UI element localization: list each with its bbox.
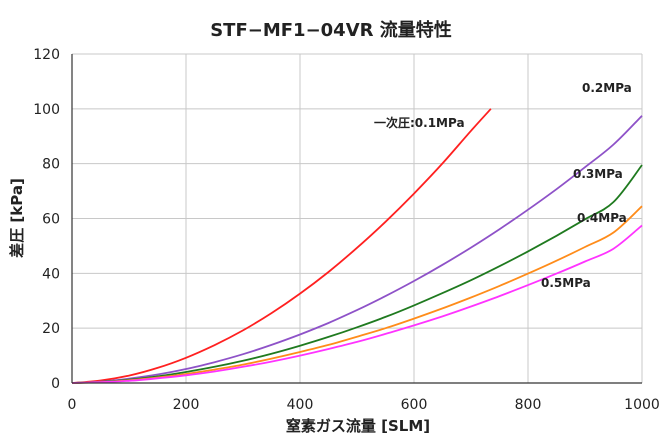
x-tick-label: 1000 [624, 397, 660, 413]
tick-labels: 0 20 40 60 80 100 120 0 200 400 600 800 1000 [33, 47, 660, 413]
series-line-4 [71, 224, 643, 384]
series-line-3 [71, 205, 643, 384]
y-tick-label: 40 [42, 266, 60, 282]
y-axis-label: 差圧 [kPa] [8, 178, 26, 258]
y-tick-label: 20 [42, 321, 60, 337]
grid-lines [72, 53, 643, 383]
x-tick-label: 600 [401, 397, 428, 413]
series-label-0: 一次圧:0.1MPa [374, 115, 465, 130]
series-line-0 [71, 108, 492, 384]
series-label-3: 0.4MPa [577, 211, 627, 225]
series-line-2 [71, 164, 643, 384]
x-tick-label: 0 [68, 397, 77, 413]
y-tick-label: 120 [33, 47, 60, 63]
series-lines [71, 108, 643, 384]
chart-title: STF−MF1−04VR 流量特性 [210, 19, 452, 41]
x-axis-label: 窒素ガス流量 [SLM] [286, 417, 430, 435]
y-tick-label: 60 [42, 212, 60, 228]
y-tick-label: 100 [33, 102, 60, 118]
series-labels: 一次圧:0.1MPa 0.2MPa 0.3MPa 0.4MPa 0.5MPa [374, 81, 632, 290]
series-label-4: 0.5MPa [541, 276, 591, 290]
y-tick-label: 80 [42, 157, 60, 173]
y-tick-label: 0 [51, 376, 60, 392]
x-tick-label: 400 [287, 397, 314, 413]
series-line-1 [71, 115, 643, 384]
series-label-2: 0.3MPa [573, 167, 623, 181]
axes [71, 54, 642, 384]
series-label-1: 0.2MPa [582, 81, 632, 95]
x-tick-label: 800 [515, 397, 542, 413]
x-tick-label: 200 [173, 397, 200, 413]
